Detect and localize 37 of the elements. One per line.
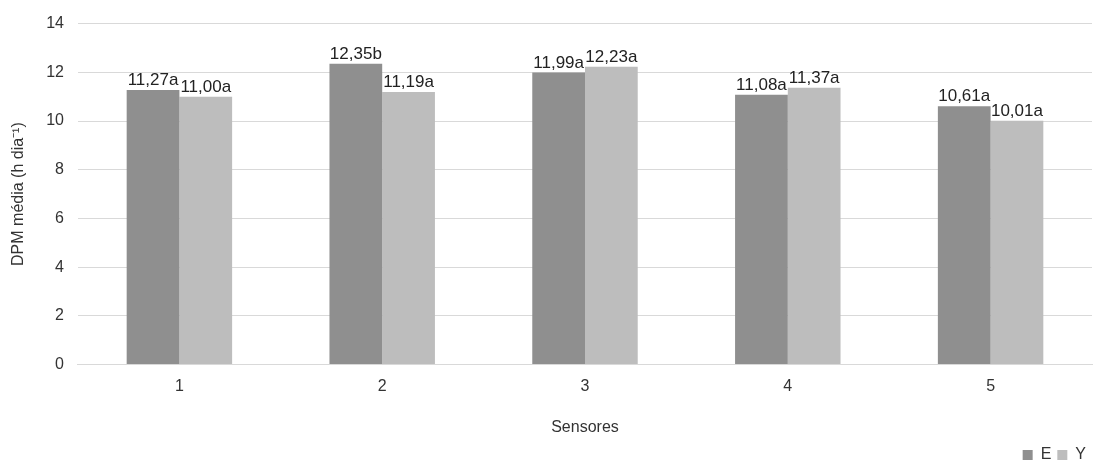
x-tick-label: 1	[174, 376, 184, 394]
bar	[382, 92, 435, 365]
x-axis-title: Sensores	[551, 417, 619, 435]
data-label: 10,61a	[938, 86, 991, 106]
legend-label: E	[1040, 445, 1052, 463]
data-label: 11,00a	[180, 76, 232, 96]
x-tick-label: 5	[986, 376, 996, 394]
data-label: 11,27a	[127, 70, 179, 90]
y-tick-label: 12	[46, 62, 65, 80]
y-tick-label: 14	[46, 14, 65, 32]
data-label: 12,23a	[585, 46, 638, 66]
bar	[787, 87, 841, 365]
y-tick-label: 4	[55, 257, 65, 275]
bar	[735, 94, 788, 365]
bar	[585, 66, 638, 365]
bar	[329, 63, 383, 365]
data-label: 12,35b	[329, 43, 382, 63]
bar	[179, 96, 233, 365]
y-axis-title: DPM média (h dia⁻¹)	[9, 122, 27, 266]
bar	[532, 72, 585, 365]
bar	[126, 90, 180, 365]
data-label: 11,08a	[736, 74, 788, 94]
y-tick-label: 0	[55, 355, 65, 373]
x-tick-label: 3	[580, 376, 590, 394]
bar	[937, 106, 991, 365]
x-tick-label: 2	[377, 376, 387, 394]
bar	[990, 120, 1044, 365]
x-tick-label: 4	[783, 376, 793, 394]
y-tick-label: 6	[55, 208, 65, 226]
y-tick-label: 2	[55, 306, 65, 324]
y-tick-label: 8	[55, 160, 65, 178]
y-tick-label: 10	[46, 111, 65, 129]
data-label: 10,01a	[990, 100, 1044, 120]
data-label: 11,99a	[533, 52, 585, 72]
legend-label: Y	[1075, 445, 1087, 463]
data-label: 11,19a	[383, 72, 435, 92]
data-label: 11,37a	[788, 67, 841, 87]
